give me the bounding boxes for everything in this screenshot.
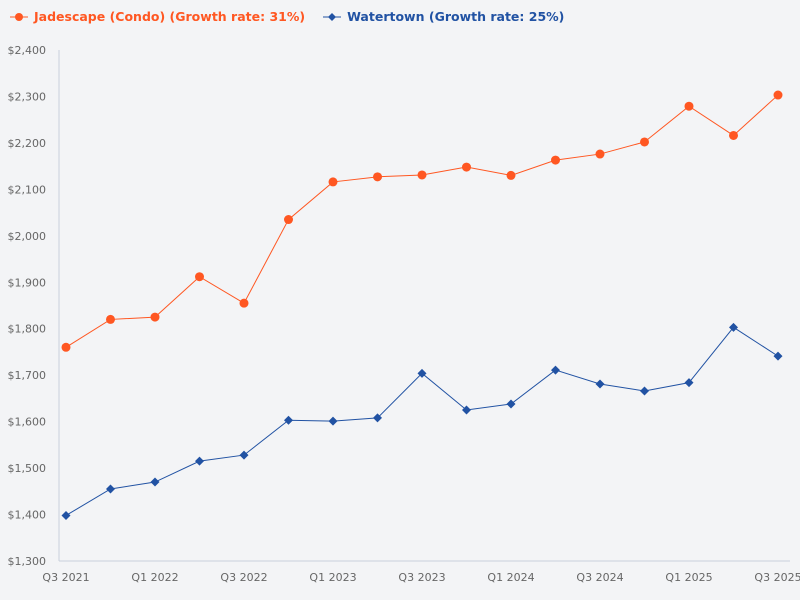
legend-item-watertown[interactable]: Watertown (Growth rate: 25%) — [323, 9, 564, 24]
diamond-marker-icon — [323, 12, 342, 21]
legend-label: Jadescape (Condo) (Growth rate: 31%) — [34, 9, 306, 24]
x-tick-label: Q3 2024 — [576, 571, 623, 584]
data-point — [551, 155, 560, 165]
data-point — [373, 413, 382, 423]
data-point — [61, 510, 71, 520]
x-tick-label: Q3 2021 — [42, 571, 89, 584]
data-point — [595, 379, 605, 389]
data-point — [106, 314, 115, 324]
y-tick-label: $1,700 — [8, 369, 47, 382]
data-point — [239, 450, 249, 460]
y-tick-label: $1,400 — [8, 509, 47, 522]
legend-label: Watertown (Growth rate: 25%) — [347, 9, 565, 24]
x-tick-label: Q1 2022 — [131, 571, 178, 584]
y-tick-label: $1,600 — [8, 416, 47, 429]
data-point — [284, 215, 293, 225]
data-point — [462, 405, 471, 415]
data-point — [773, 90, 783, 100]
data-point — [506, 170, 516, 180]
series-line-0 — [65, 94, 779, 348]
series-line-1 — [65, 326, 779, 516]
x-tick-label: Q1 2023 — [309, 571, 356, 584]
y-tick-label: $2,000 — [8, 230, 47, 243]
data-point — [729, 130, 738, 140]
y-tick-label: $1,300 — [8, 555, 47, 568]
data-point — [195, 272, 204, 282]
data-point — [684, 101, 694, 111]
data-point — [640, 386, 649, 396]
data-point — [195, 456, 204, 466]
data-point — [328, 177, 338, 187]
data-point — [284, 415, 293, 425]
y-tick-label: $2,100 — [8, 183, 47, 196]
y-tick-label: $2,300 — [8, 90, 47, 103]
y-tick-label: $1,500 — [8, 462, 47, 475]
legend-item-jadescape[interactable]: Jadescape (Condo) (Growth rate: 31%) — [10, 9, 305, 24]
x-tick-label: Q1 2025 — [665, 571, 712, 584]
y-tick-label: $2,200 — [8, 137, 47, 150]
x-tick-label: Q3 2023 — [398, 571, 445, 584]
legend: Jadescape (Condo) (Growth rate: 31%) Wat… — [10, 9, 564, 24]
x-tick-label: Q3 2022 — [220, 571, 267, 584]
data-point — [640, 137, 649, 147]
x-tick-label: Q3 2025 — [754, 571, 800, 584]
data-point — [373, 172, 382, 182]
data-point — [506, 399, 516, 409]
data-point — [239, 298, 249, 308]
x-tick-label: Q1 2024 — [487, 571, 534, 584]
data-point — [150, 477, 160, 487]
y-tick-label: $2,400 — [8, 44, 47, 57]
y-tick-label: $1,800 — [8, 323, 47, 336]
data-point — [773, 351, 783, 361]
data-point — [417, 368, 427, 378]
data-point — [328, 416, 338, 426]
data-point — [417, 170, 427, 180]
data-point — [150, 312, 160, 322]
data-point — [595, 149, 605, 159]
data-point — [684, 378, 694, 388]
data-point — [551, 365, 560, 375]
data-point — [61, 342, 71, 352]
data-point — [106, 484, 115, 494]
data-point — [462, 162, 471, 172]
data-point — [729, 322, 738, 332]
circle-marker-icon — [10, 12, 28, 21]
y-tick-label: $1,900 — [8, 276, 47, 289]
